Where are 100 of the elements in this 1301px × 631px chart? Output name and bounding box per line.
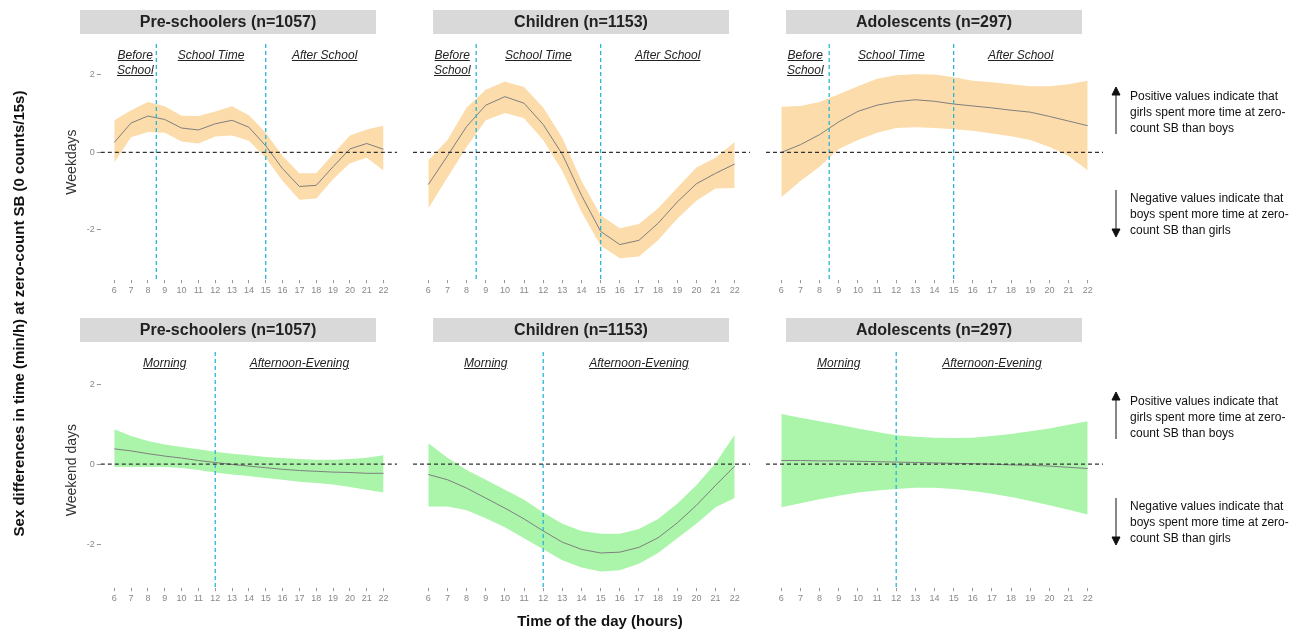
x-tick-label: 16 [277, 593, 288, 604]
x-tick-label: 9 [162, 593, 168, 604]
x-tick-label: 7 [797, 593, 803, 604]
x-tick-label: 9 [483, 285, 489, 296]
x-tick-label: 7 [444, 593, 450, 604]
x-tick-label: 10 [176, 593, 187, 604]
y-tick-label: 2 [89, 378, 95, 389]
text: Negative values indicate that boys spent more time at zero-count SB than girls [1130, 190, 1290, 238]
x-tick-label: 20 [1044, 285, 1055, 296]
x-tick-label: 13 [227, 285, 238, 296]
annotation: Morning [817, 356, 861, 371]
x-tick-label: 10 [852, 285, 863, 296]
x-tick-label: 12 [210, 593, 221, 604]
x-tick-label: 13 [910, 285, 921, 296]
x-tick-label: 15 [595, 285, 606, 296]
annotation: After School [634, 48, 701, 63]
x-tick-label: 19 [328, 593, 339, 604]
x-tick-label: 21 [1063, 593, 1074, 604]
x-tick-label: 6 [425, 593, 431, 604]
chart-title: Pre-schoolers (n=1057) [80, 318, 376, 342]
x-tick-label: 19 [672, 285, 683, 296]
x-tick-label: 22 [729, 593, 740, 604]
x-tick-label: 9 [483, 593, 489, 604]
x-tick-label: 21 [361, 285, 372, 296]
annotation: Morning [464, 356, 508, 371]
x-tick-label: 21 [710, 593, 721, 604]
annotation: After School [987, 48, 1054, 63]
annotation: Before School [785, 48, 825, 78]
x-tick-label: 8 [145, 593, 151, 604]
y-tick-label: 0 [89, 146, 95, 157]
x-tick-label: 17 [294, 593, 305, 604]
x-tick-label: 18 [311, 593, 322, 604]
x-tick-label: 19 [1025, 285, 1036, 296]
x-tick-label: 13 [557, 593, 568, 604]
x-tick-label: 20 [691, 285, 702, 296]
x-tick-label: 13 [910, 593, 921, 604]
x-tick-label: 20 [344, 593, 355, 604]
x-tick-label: 20 [344, 285, 355, 296]
chart-title: Children (n=1153) [433, 10, 729, 34]
x-tick-label: 10 [852, 593, 863, 604]
x-tick-label: 17 [294, 285, 305, 296]
x-tick-label: 6 [111, 593, 117, 604]
annotation: Afternoon-Evening [942, 356, 1042, 371]
x-tick-label: 13 [227, 593, 238, 604]
x-tick-label: 12 [538, 285, 549, 296]
x-tick-label: 8 [464, 285, 470, 296]
x-tick-label: 12 [538, 593, 549, 604]
x-tick-label: 15 [948, 593, 959, 604]
x-tick-label: 15 [260, 285, 271, 296]
x-tick-label: 9 [836, 593, 842, 604]
chart-title: Adolescents (n=297) [786, 318, 1082, 342]
x-tick-label: 7 [797, 285, 803, 296]
x-tick-label: 6 [778, 593, 784, 604]
x-tick-label: 14 [576, 285, 587, 296]
x-tick-label: 11 [193, 593, 204, 604]
x-tick-label: 17 [633, 593, 644, 604]
x-tick-label: 17 [986, 593, 997, 604]
x-tick-label: 15 [260, 593, 271, 604]
x-tick-label: 12 [891, 593, 902, 604]
x-tick-label: 22 [729, 285, 740, 296]
x-tick-label: 9 [162, 285, 168, 296]
y-tick-label: -2 [86, 224, 95, 235]
text: Sex differences in time (min/h) at zero-count SB (0 counts/15s) [9, 89, 27, 539]
annotation: Before School [432, 48, 472, 78]
annotation: School Time [177, 48, 245, 63]
x-tick-label: 15 [595, 593, 606, 604]
x-tick-label: 11 [193, 285, 204, 296]
x-tick-label: 16 [614, 593, 625, 604]
y-tick-label: 0 [89, 458, 95, 469]
x-tick-label: 18 [1006, 285, 1017, 296]
x-tick-label: 16 [967, 285, 978, 296]
x-tick-label: 18 [653, 285, 664, 296]
x-tick-label: 12 [210, 285, 221, 296]
x-tick-label: 18 [1006, 593, 1017, 604]
x-tick-label: 20 [1044, 593, 1055, 604]
x-tick-label: 8 [464, 593, 470, 604]
x-tick-label: 11 [872, 285, 882, 296]
x-tick-label: 17 [986, 285, 997, 296]
x-tick-label: 6 [111, 285, 117, 296]
x-tick-label: 17 [633, 285, 644, 296]
annotation: Morning [143, 356, 187, 371]
annotation: School Time [505, 48, 572, 63]
x-tick-label: 8 [817, 593, 823, 604]
x-tick-label: 18 [311, 285, 322, 296]
y-tick-label: 2 [89, 69, 95, 80]
text: Positive values indicate that girls spent more time at zero-count SB than boys [1130, 88, 1287, 136]
x-tick-label: 11 [872, 593, 882, 604]
y-tick-label: -2 [86, 538, 95, 549]
annotation: Before School [115, 48, 155, 78]
x-tick-label: 19 [672, 593, 683, 604]
x-tick-label: 7 [444, 285, 450, 296]
x-tick-label: 16 [614, 285, 625, 296]
x-tick-label: 14 [929, 285, 940, 296]
text: Negative values indicate that boys spent more time at zero-count SB than girls [1130, 498, 1290, 546]
x-tick-label: 22 [378, 285, 389, 296]
x-tick-label: 10 [499, 593, 510, 604]
x-tick-label: 7 [128, 285, 134, 296]
chart-title: Pre-schoolers (n=1057) [80, 10, 376, 34]
x-tick-label: 22 [1082, 285, 1093, 296]
x-tick-label: 6 [778, 285, 784, 296]
